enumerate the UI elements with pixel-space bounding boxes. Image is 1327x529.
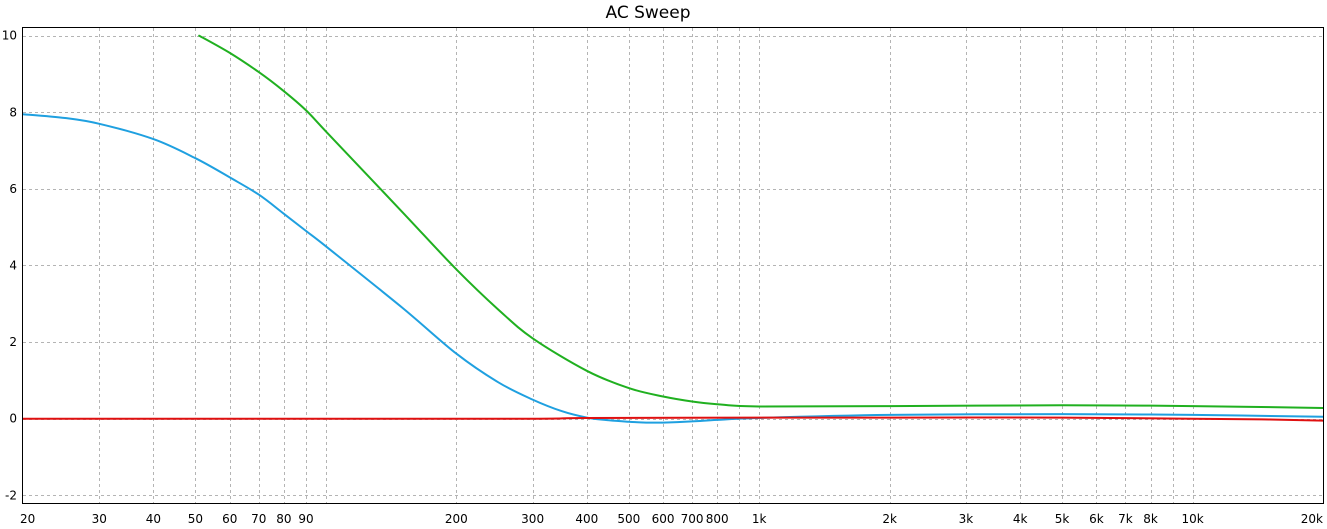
tick-labels: 20 30 40 50 60 70 80 90 200 300 400 500 600 700 800 1k 2… xyxy=(2,29,1323,526)
x-tick-label: 40 xyxy=(146,512,161,526)
x-tick-label: 90 xyxy=(298,512,313,526)
x-tick-label: 20k xyxy=(1301,512,1323,526)
x-tick-label: 5k xyxy=(1055,512,1070,526)
x-tick-label: 800 xyxy=(706,512,729,526)
y-tick-label: 10 xyxy=(2,29,17,43)
x-tick-label: 60 xyxy=(222,512,237,526)
x-tick-label: 200 xyxy=(445,512,468,526)
y-tick-label: 0 xyxy=(9,412,17,426)
x-tick-label: 300 xyxy=(521,512,544,526)
y-tick-label: 6 xyxy=(9,182,17,196)
x-tick-label: 2k xyxy=(882,512,897,526)
y-tick-label: 4 xyxy=(9,259,17,273)
x-tick-label: 20 xyxy=(20,512,35,526)
x-tick-label: 30 xyxy=(92,512,107,526)
series-line-1 xyxy=(22,113,1324,424)
x-tick-label: 1k xyxy=(752,512,767,526)
y-tick-label: 2 xyxy=(9,335,17,349)
chart-title: AC Sweep xyxy=(605,3,690,23)
x-tick-label: 70 xyxy=(251,512,266,526)
x-tick-label: 600 xyxy=(652,512,675,526)
x-tick-label: 8k xyxy=(1143,512,1158,526)
x-tick-label: 500 xyxy=(617,512,640,526)
series-line-3 xyxy=(22,416,1324,422)
x-tick-label: 6k xyxy=(1089,512,1104,526)
y-tick-label: -2 xyxy=(5,488,17,502)
plot-frame xyxy=(22,27,1324,504)
x-tick-label: 700 xyxy=(681,512,704,526)
x-tick-label: 10k xyxy=(1181,512,1203,526)
x-tick-label: 7k xyxy=(1118,512,1133,526)
x-tick-label: 400 xyxy=(575,512,598,526)
series-lines xyxy=(22,34,1324,424)
x-tick-label: 4k xyxy=(1013,512,1028,526)
x-tick-label: 80 xyxy=(276,512,291,526)
series-line-2 xyxy=(198,34,1324,409)
y-tick-label: 8 xyxy=(9,105,17,119)
x-tick-label: 50 xyxy=(188,512,203,526)
x-tick-label: 3k xyxy=(959,512,974,526)
grid-lines xyxy=(23,28,1323,503)
